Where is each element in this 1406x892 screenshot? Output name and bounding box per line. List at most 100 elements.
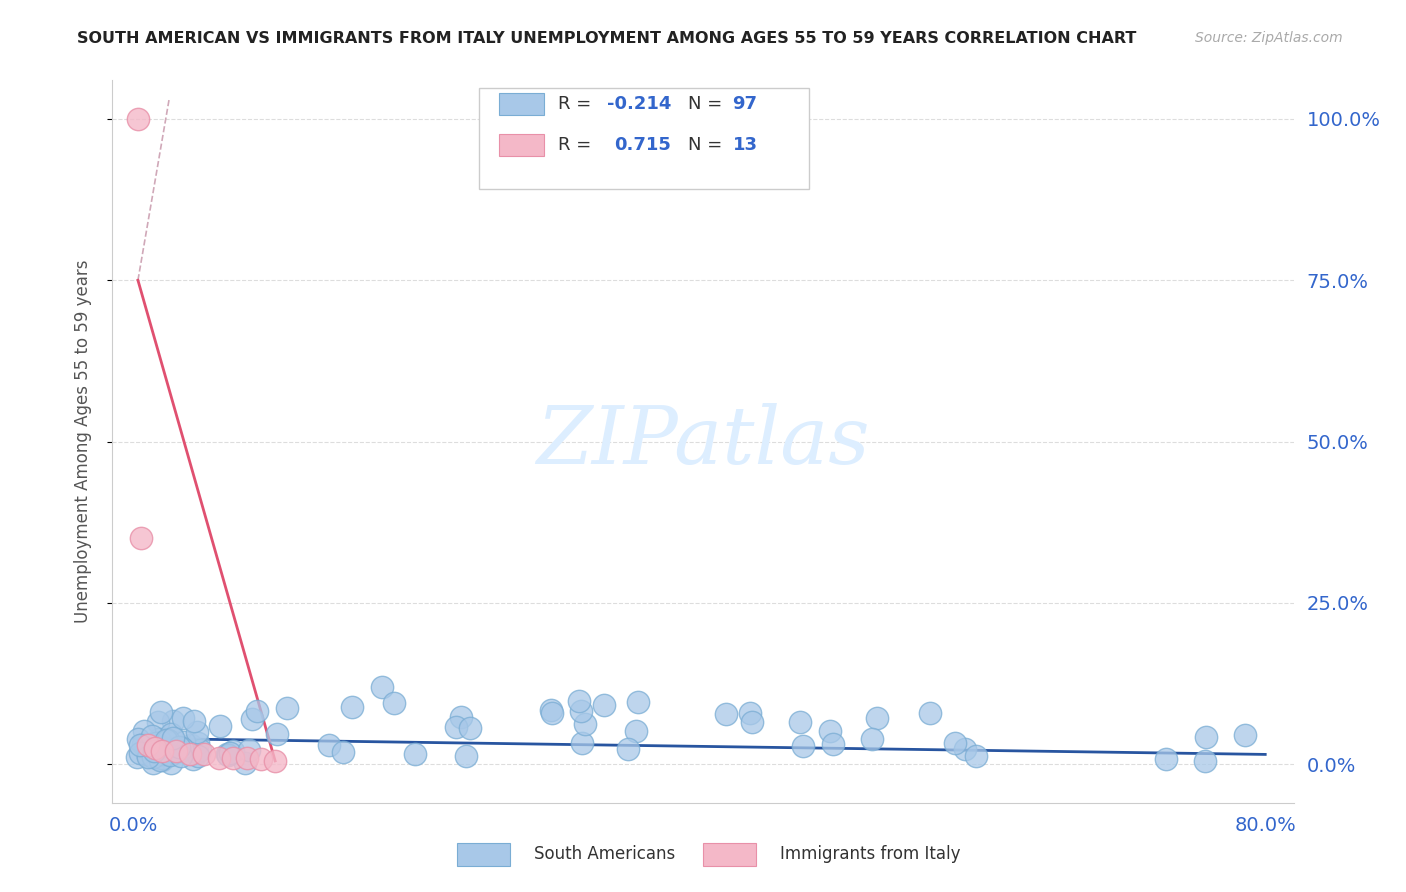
Point — [160, 756, 183, 770]
Point — [149, 735, 172, 749]
Text: 0.715: 0.715 — [614, 136, 671, 154]
Point — [1194, 754, 1216, 768]
Text: South Americans: South Americans — [534, 845, 675, 863]
Point — [135, 747, 157, 761]
Point — [789, 714, 811, 729]
Point — [149, 753, 172, 767]
Point — [150, 747, 173, 761]
Text: R =: R = — [558, 95, 591, 113]
Point — [741, 715, 763, 730]
Point — [129, 531, 152, 545]
Point — [953, 742, 976, 756]
Point — [188, 743, 211, 757]
Point — [571, 736, 593, 750]
Bar — [499, 135, 544, 156]
Point — [250, 752, 273, 766]
Point — [129, 738, 152, 752]
Point — [145, 736, 167, 750]
Point — [714, 707, 737, 722]
Y-axis label: Unemployment Among Ages 55 to 59 years: Unemployment Among Ages 55 to 59 years — [73, 260, 91, 624]
Point — [821, 737, 844, 751]
Point — [627, 695, 650, 709]
Point — [240, 712, 263, 726]
Text: 13: 13 — [733, 136, 758, 154]
Point — [404, 747, 426, 761]
Point — [143, 741, 166, 756]
Point — [617, 742, 640, 756]
Point — [236, 750, 259, 764]
Point — [332, 745, 354, 759]
Point — [186, 749, 208, 764]
Point — [862, 731, 884, 746]
Point — [193, 747, 215, 762]
Point — [540, 703, 562, 717]
Point — [150, 744, 173, 758]
Point — [444, 720, 467, 734]
Point — [918, 706, 941, 721]
Point — [143, 745, 166, 759]
Point — [574, 717, 596, 731]
Point — [209, 718, 232, 732]
Point — [157, 732, 180, 747]
Point — [318, 738, 340, 752]
Point — [162, 731, 184, 745]
Point — [276, 701, 298, 715]
Point — [142, 756, 165, 770]
Point — [264, 754, 287, 768]
Point — [155, 745, 177, 759]
Point — [186, 746, 208, 760]
Point — [160, 727, 183, 741]
Text: -0.214: -0.214 — [607, 95, 672, 113]
Point — [132, 723, 155, 738]
Point — [150, 706, 173, 720]
Point — [169, 744, 191, 758]
Text: ZIPatlas: ZIPatlas — [536, 403, 870, 480]
Point — [139, 747, 162, 762]
Point — [818, 723, 841, 738]
Point — [148, 714, 170, 729]
Text: Immigrants from Italy: Immigrants from Italy — [780, 845, 960, 863]
Point — [173, 735, 195, 749]
Point — [342, 699, 364, 714]
Point — [568, 694, 591, 708]
Point — [540, 706, 562, 720]
Point — [222, 750, 245, 764]
Text: R =: R = — [558, 136, 591, 154]
Point — [170, 748, 193, 763]
Point — [1195, 731, 1218, 745]
Point — [169, 739, 191, 754]
Point — [139, 747, 162, 761]
Point — [142, 749, 165, 764]
Point — [143, 744, 166, 758]
Text: Source: ZipAtlas.com: Source: ZipAtlas.com — [1195, 31, 1343, 45]
Point — [181, 751, 204, 765]
Point — [626, 723, 648, 738]
Point — [172, 711, 194, 725]
Point — [238, 743, 260, 757]
Point — [246, 704, 269, 718]
Point — [150, 750, 173, 764]
Text: 97: 97 — [733, 95, 758, 113]
Point — [233, 756, 256, 770]
Point — [148, 732, 170, 747]
Point — [183, 714, 205, 728]
Point — [266, 726, 288, 740]
Point — [128, 746, 150, 760]
Point — [187, 736, 209, 750]
Bar — [499, 94, 544, 115]
Point — [222, 744, 245, 758]
Point — [1154, 752, 1177, 766]
Text: N =: N = — [688, 95, 721, 113]
Point — [1234, 728, 1257, 742]
Point — [217, 747, 239, 762]
Point — [792, 739, 814, 754]
Point — [136, 738, 159, 752]
Point — [155, 733, 177, 747]
Point — [217, 748, 239, 763]
Point — [127, 731, 149, 746]
Point — [456, 748, 478, 763]
Point — [159, 747, 181, 762]
Point — [866, 710, 889, 724]
Point — [165, 744, 187, 758]
Point — [125, 750, 148, 764]
